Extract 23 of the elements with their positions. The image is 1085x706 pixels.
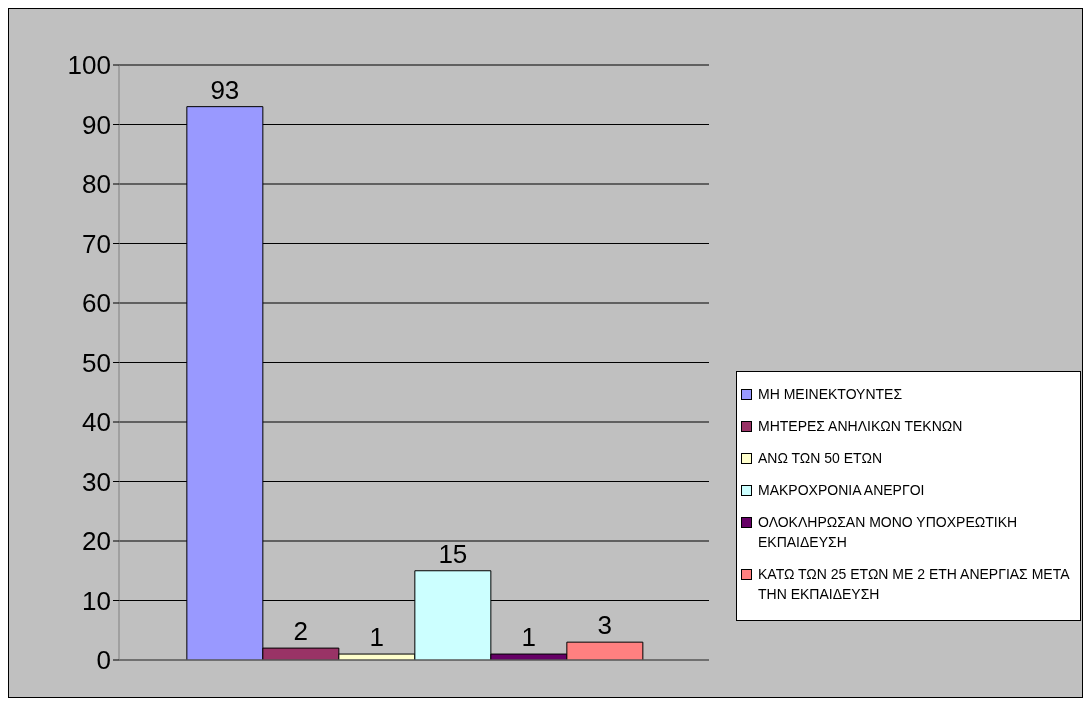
legend-label: ΑΝΩ ΤΩΝ 50 ΕΤΩΝ (758, 449, 882, 468)
y-tick-label: 10 (82, 585, 111, 616)
data-label: 2 (293, 616, 309, 647)
legend-label: ΟΛΟΚΛΗΡΩΣΑΝ ΜΟΝΟ ΥΠΟΧΡΕΩΤΙΚΗ ΕΚΠΑΙΔΕΥΣΗ (758, 513, 1019, 552)
y-tick-label: 90 (82, 109, 111, 140)
y-tick-label: 50 (82, 347, 111, 378)
y-tick-label: 0 (96, 645, 111, 676)
legend-label: ΜΗ ΜΕΙΝΕΚΤΟΥΝΤΕΣ (758, 385, 903, 404)
y-tick-label: 60 (82, 288, 111, 319)
y-tick-label: 80 (82, 169, 111, 200)
data-label: 1 (369, 622, 385, 653)
y-tick-label: 30 (82, 466, 111, 497)
data-label: 1 (521, 622, 537, 653)
y-tick-label: 40 (82, 407, 111, 438)
y-tick-label: 100 (67, 50, 111, 81)
legend-label: ΚΑΤΩ ΤΩΝ 25 ΕΤΩΝ ΜΕ 2 ΕΤΗ ΑΝΕΡΓΙΑΣ ΜΕΤΑ ΤΗΝ ΕΚΠΑΙΔΕΥΣΗ (758, 565, 1071, 604)
legend-label: ΜΗΤΕΡΕΣ ΑΝΗΛΙΚΩΝ ΤΕΚΝΩΝ (758, 417, 963, 436)
data-label: 93 (210, 74, 240, 105)
data-label: 3 (597, 610, 613, 641)
y-tick-label: 70 (82, 228, 111, 259)
y-tick-label: 20 (82, 526, 111, 557)
legend-label: ΜΑΚΡΟΧΡΟΝΙΑ ΑΝΕΡΓΟΙ (758, 481, 925, 500)
data-label: 15 (438, 538, 468, 569)
